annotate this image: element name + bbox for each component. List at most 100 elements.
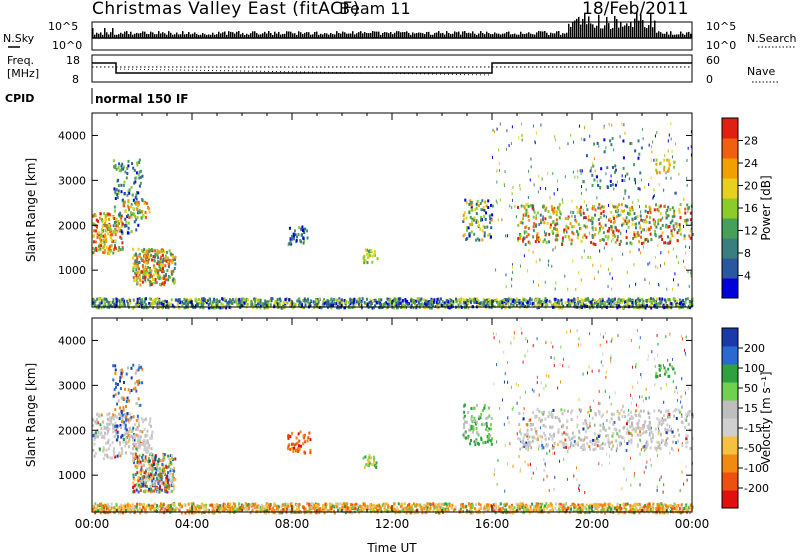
nsky-bar (336, 31, 338, 38)
data-cell (670, 229, 673, 233)
data-cell (576, 507, 579, 511)
data-cell (104, 304, 107, 308)
data-cell (140, 257, 143, 261)
data-cell (476, 299, 479, 303)
data-cell (97, 244, 100, 248)
nsky-bar (216, 34, 218, 38)
data-cell (631, 208, 634, 212)
nsky-bar (104, 28, 106, 38)
data-cell (429, 300, 432, 304)
data-cell (100, 431, 103, 435)
data-cell (146, 270, 149, 274)
data-cell (663, 188, 665, 192)
nsky-bar (498, 33, 500, 38)
data-cell (567, 235, 570, 239)
data-cell (130, 509, 133, 513)
data-cell (609, 179, 612, 183)
data-cell (374, 298, 377, 302)
data-cell (145, 506, 148, 510)
data-cell (201, 297, 204, 301)
data-cell (543, 508, 546, 512)
data-cell (609, 272, 611, 276)
data-cell (205, 507, 208, 511)
data-cell (138, 271, 141, 275)
data-cell (658, 511, 661, 515)
data-cell (503, 182, 505, 186)
data-cell (598, 229, 601, 233)
data-cell (294, 502, 297, 506)
data-cell (485, 204, 488, 208)
data-cell (593, 506, 596, 510)
data-cell (138, 252, 141, 256)
data-cell (338, 301, 341, 305)
data-cell (100, 413, 103, 417)
data-cell (661, 504, 664, 508)
data-cell (666, 241, 669, 245)
nsky-bar (522, 33, 524, 38)
data-cell (638, 301, 641, 305)
data-cell (585, 503, 588, 507)
data-cell (629, 284, 631, 288)
data-cell (305, 229, 308, 233)
data-cell (121, 416, 124, 420)
data-cell (653, 188, 655, 192)
data-cell (125, 436, 128, 440)
data-cell (521, 302, 524, 306)
data-cell (621, 179, 624, 183)
nsky-bar (646, 27, 648, 38)
data-cell (622, 139, 625, 143)
data-cell (132, 298, 135, 302)
data-cell (558, 509, 561, 513)
data-cell (282, 300, 285, 304)
data-cell (689, 245, 691, 249)
data-cell (391, 306, 394, 310)
data-cell (127, 199, 130, 203)
data-cell (642, 301, 645, 305)
data-cell (294, 229, 297, 233)
data-cell (287, 502, 290, 506)
data-cell (452, 300, 455, 304)
data-cell (591, 234, 594, 238)
data-cell (171, 258, 174, 262)
nsky-bar (500, 34, 502, 38)
nsky-bar (170, 32, 172, 38)
data-cell (637, 509, 640, 513)
data-cell (304, 508, 307, 512)
data-cell (657, 209, 660, 213)
data-cell (134, 264, 137, 268)
data-cell (259, 509, 262, 513)
data-cell (300, 304, 303, 308)
data-cell (654, 234, 657, 238)
data-cell (138, 304, 141, 308)
data-cell (470, 200, 473, 204)
data-cell (236, 506, 239, 510)
nsky-bar (402, 32, 404, 38)
data-cell (596, 506, 599, 510)
data-cell (561, 242, 564, 246)
data-cell (291, 234, 294, 238)
data-cell (628, 206, 631, 210)
data-cell (393, 502, 396, 506)
data-cell (406, 299, 409, 303)
data-cell (630, 304, 633, 308)
data-cell (547, 171, 549, 175)
data-cell (690, 274, 692, 278)
data-cell (493, 299, 496, 303)
data-cell (186, 302, 189, 306)
data-cell (641, 297, 644, 301)
data-cell (150, 274, 153, 278)
data-cell (421, 511, 424, 515)
data-cell (597, 270, 599, 274)
data-cell (364, 507, 367, 511)
nsky-bar (148, 34, 150, 38)
data-cell (579, 209, 582, 213)
data-cell (207, 306, 210, 310)
data-cell (150, 297, 153, 301)
nsky-bar (620, 21, 622, 38)
data-cell (539, 218, 542, 222)
data-cell (605, 242, 608, 246)
data-cell (97, 421, 100, 425)
data-cell (166, 256, 169, 260)
data-cell (596, 300, 599, 304)
data-cell (581, 235, 584, 239)
